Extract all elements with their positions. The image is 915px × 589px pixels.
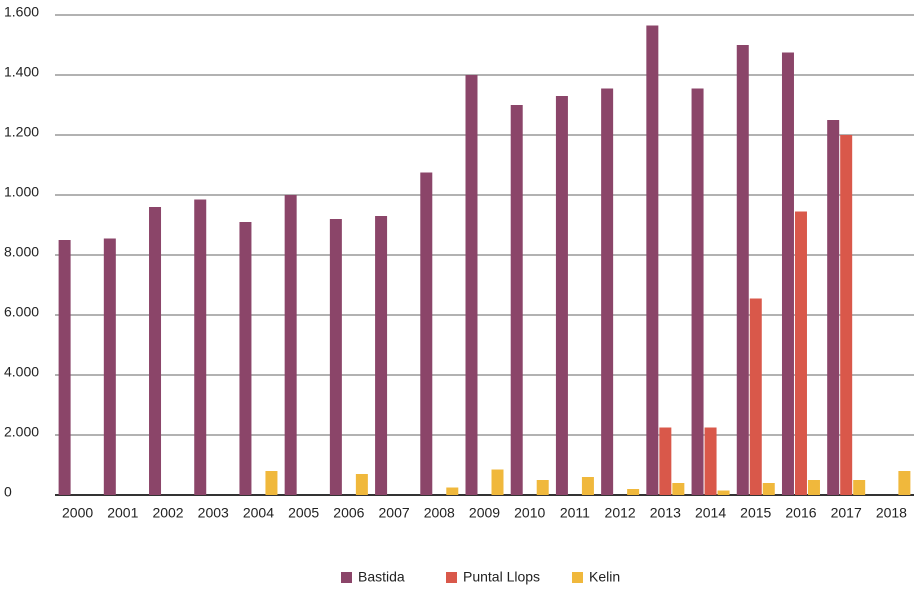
bar xyxy=(581,477,594,495)
bar xyxy=(691,88,704,495)
x-tick-label: 2018 xyxy=(876,505,907,521)
bar xyxy=(194,199,207,495)
bar xyxy=(807,480,820,495)
y-tick-label: 0 xyxy=(4,484,12,500)
bar xyxy=(736,45,749,495)
x-tick-label: 2015 xyxy=(740,505,771,521)
bar xyxy=(355,474,368,495)
bar xyxy=(465,75,478,495)
bar xyxy=(265,471,278,495)
bar xyxy=(103,238,116,495)
bar xyxy=(749,298,762,495)
x-tick-label: 2001 xyxy=(107,505,138,521)
x-tick-label: 2016 xyxy=(785,505,816,521)
bar xyxy=(239,222,252,495)
x-tick-label: 2004 xyxy=(243,505,274,521)
x-tick-label: 2009 xyxy=(469,505,500,521)
bar xyxy=(58,240,71,495)
bar xyxy=(646,25,659,495)
y-tick-label: 1.000 xyxy=(4,184,39,200)
bar xyxy=(375,216,388,495)
x-tick-label: 2000 xyxy=(62,505,93,521)
bar xyxy=(601,88,614,495)
x-tick-label: 2007 xyxy=(379,505,410,521)
bar xyxy=(536,480,549,495)
legend-label: Puntal Llops xyxy=(463,569,540,585)
legend-swatch xyxy=(572,572,583,583)
x-tick-label: 2003 xyxy=(198,505,229,521)
x-tick-label: 2013 xyxy=(650,505,681,521)
bar xyxy=(510,105,523,495)
legend-label: Kelin xyxy=(589,569,620,585)
x-tick-label: 2010 xyxy=(514,505,545,521)
x-tick-label: 2002 xyxy=(152,505,183,521)
y-tick-label: 8.000 xyxy=(4,244,39,260)
bar xyxy=(329,219,342,495)
bar xyxy=(794,211,807,495)
x-tick-label: 2006 xyxy=(333,505,364,521)
bar xyxy=(717,490,730,495)
y-tick-label: 4.000 xyxy=(4,364,39,380)
bar xyxy=(659,427,672,495)
legend-label: Bastida xyxy=(358,569,405,585)
bar xyxy=(149,207,162,495)
x-tick-label: 2014 xyxy=(695,505,726,521)
x-tick-label: 2008 xyxy=(424,505,455,521)
legend-swatch xyxy=(446,572,457,583)
bar xyxy=(762,483,775,495)
bar xyxy=(627,489,640,495)
bar xyxy=(840,135,853,495)
bar xyxy=(704,427,717,495)
bar xyxy=(555,96,568,495)
x-tick-label: 2011 xyxy=(560,505,590,521)
x-tick-label: 2017 xyxy=(831,505,862,521)
bar xyxy=(672,483,685,495)
x-tick-label: 2012 xyxy=(605,505,636,521)
legend-swatch xyxy=(341,572,352,583)
bar xyxy=(446,487,459,495)
bar xyxy=(827,120,840,495)
y-tick-label: 1.200 xyxy=(4,124,39,140)
bar xyxy=(853,480,866,495)
bar xyxy=(420,172,433,495)
x-tick-label: 2005 xyxy=(288,505,319,521)
bar xyxy=(781,52,794,495)
y-tick-label: 1.600 xyxy=(4,4,39,20)
y-tick-label: 1.400 xyxy=(4,64,39,80)
y-tick-label: 2.000 xyxy=(4,424,39,440)
bar xyxy=(491,469,504,495)
bar xyxy=(898,471,911,495)
bar xyxy=(284,195,297,495)
y-tick-label: 6.000 xyxy=(4,304,39,320)
